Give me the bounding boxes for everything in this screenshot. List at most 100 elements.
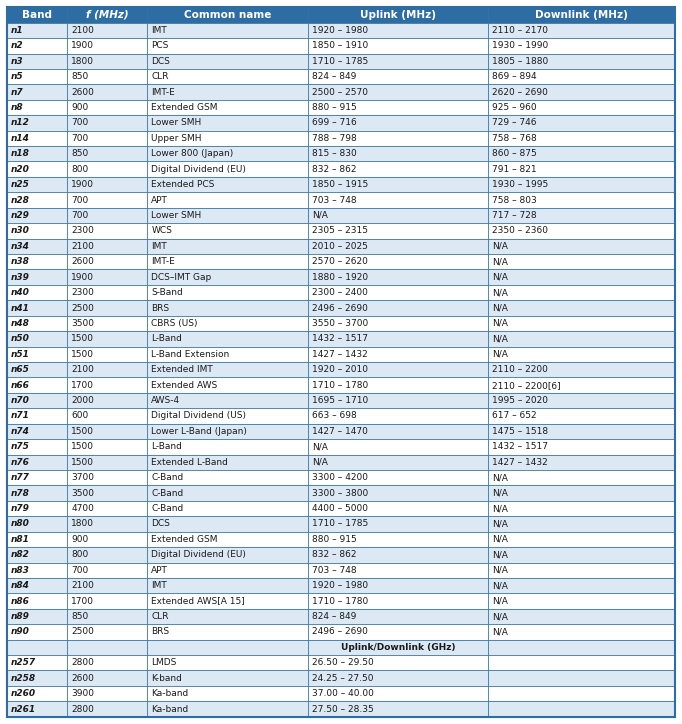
- Text: n29: n29: [11, 211, 30, 220]
- FancyBboxPatch shape: [308, 285, 488, 300]
- Text: 1710 – 1785: 1710 – 1785: [312, 56, 368, 66]
- Text: 758 – 768: 758 – 768: [492, 134, 537, 143]
- FancyBboxPatch shape: [488, 424, 675, 439]
- FancyBboxPatch shape: [308, 316, 488, 331]
- FancyBboxPatch shape: [147, 254, 308, 269]
- FancyBboxPatch shape: [488, 85, 675, 100]
- FancyBboxPatch shape: [488, 377, 675, 393]
- Text: CLR: CLR: [151, 612, 168, 621]
- FancyBboxPatch shape: [147, 470, 308, 485]
- FancyBboxPatch shape: [7, 362, 67, 377]
- Text: n258: n258: [11, 674, 36, 683]
- FancyBboxPatch shape: [7, 161, 67, 177]
- Text: N/A: N/A: [492, 334, 508, 343]
- Text: n75: n75: [11, 442, 30, 451]
- Text: n12: n12: [11, 119, 30, 127]
- Text: 700: 700: [71, 195, 88, 205]
- FancyBboxPatch shape: [67, 516, 147, 531]
- FancyBboxPatch shape: [7, 100, 67, 115]
- Text: 26.50 – 29.50: 26.50 – 29.50: [312, 658, 374, 668]
- Text: LMDS: LMDS: [151, 658, 177, 668]
- Text: IMT: IMT: [151, 581, 167, 590]
- Text: N/A: N/A: [492, 242, 508, 251]
- FancyBboxPatch shape: [7, 54, 67, 69]
- FancyBboxPatch shape: [67, 639, 147, 655]
- Text: 1710 – 1780: 1710 – 1780: [312, 597, 368, 605]
- Text: 2620 – 2690: 2620 – 2690: [492, 88, 548, 96]
- Text: 2110 – 2200: 2110 – 2200: [492, 365, 548, 374]
- Text: N/A: N/A: [492, 257, 508, 266]
- Text: n77: n77: [11, 473, 30, 482]
- FancyBboxPatch shape: [488, 130, 675, 146]
- FancyBboxPatch shape: [7, 470, 67, 485]
- Text: N/A: N/A: [492, 581, 508, 590]
- Text: Uplink (MHz): Uplink (MHz): [360, 10, 436, 20]
- FancyBboxPatch shape: [147, 100, 308, 115]
- FancyBboxPatch shape: [308, 516, 488, 531]
- Text: 2800: 2800: [71, 704, 94, 714]
- FancyBboxPatch shape: [308, 22, 488, 38]
- Text: n257: n257: [11, 658, 36, 668]
- Text: 2300 – 2400: 2300 – 2400: [312, 288, 368, 297]
- FancyBboxPatch shape: [7, 578, 67, 594]
- Text: S-Band: S-Band: [151, 288, 183, 297]
- FancyBboxPatch shape: [147, 686, 308, 702]
- FancyBboxPatch shape: [308, 639, 488, 655]
- Text: APT: APT: [151, 195, 168, 205]
- Text: WCS: WCS: [151, 227, 172, 235]
- FancyBboxPatch shape: [308, 100, 488, 115]
- FancyBboxPatch shape: [308, 624, 488, 639]
- Text: 2305 – 2315: 2305 – 2315: [312, 227, 368, 235]
- Text: N/A: N/A: [492, 550, 508, 560]
- FancyBboxPatch shape: [147, 208, 308, 223]
- Text: n70: n70: [11, 396, 30, 405]
- FancyBboxPatch shape: [488, 439, 675, 455]
- Text: 824 – 849: 824 – 849: [312, 72, 356, 81]
- FancyBboxPatch shape: [308, 501, 488, 516]
- Text: 800: 800: [71, 550, 88, 560]
- Text: 1880 – 1920: 1880 – 1920: [312, 273, 368, 282]
- FancyBboxPatch shape: [7, 254, 67, 269]
- FancyBboxPatch shape: [67, 655, 147, 670]
- Text: N/A: N/A: [492, 288, 508, 297]
- FancyBboxPatch shape: [308, 85, 488, 100]
- FancyBboxPatch shape: [147, 362, 308, 377]
- Text: n2: n2: [11, 41, 24, 50]
- Text: N/A: N/A: [312, 458, 327, 467]
- FancyBboxPatch shape: [7, 239, 67, 254]
- FancyBboxPatch shape: [67, 100, 147, 115]
- FancyBboxPatch shape: [488, 254, 675, 269]
- FancyBboxPatch shape: [147, 516, 308, 531]
- Text: 860 – 875: 860 – 875: [492, 149, 537, 159]
- FancyBboxPatch shape: [67, 485, 147, 501]
- FancyBboxPatch shape: [147, 501, 308, 516]
- FancyBboxPatch shape: [147, 161, 308, 177]
- Text: 1805 – 1880: 1805 – 1880: [492, 56, 548, 66]
- FancyBboxPatch shape: [147, 54, 308, 69]
- Text: N/A: N/A: [492, 628, 508, 636]
- FancyBboxPatch shape: [67, 501, 147, 516]
- FancyBboxPatch shape: [488, 362, 675, 377]
- FancyBboxPatch shape: [67, 193, 147, 208]
- Text: n34: n34: [11, 242, 30, 251]
- FancyBboxPatch shape: [67, 531, 147, 547]
- Text: N/A: N/A: [492, 597, 508, 605]
- Text: Extended AWS[A 15]: Extended AWS[A 15]: [151, 597, 245, 605]
- Text: K-band: K-band: [151, 674, 182, 683]
- FancyBboxPatch shape: [488, 161, 675, 177]
- Text: 3500: 3500: [71, 489, 94, 497]
- Text: 2800: 2800: [71, 658, 94, 668]
- FancyBboxPatch shape: [147, 624, 308, 639]
- Text: 2600: 2600: [71, 674, 94, 683]
- Text: N/A: N/A: [492, 319, 508, 328]
- Text: n89: n89: [11, 612, 30, 621]
- Text: PCS: PCS: [151, 41, 168, 50]
- FancyBboxPatch shape: [488, 208, 675, 223]
- Text: N/A: N/A: [492, 473, 508, 482]
- FancyBboxPatch shape: [308, 54, 488, 69]
- FancyBboxPatch shape: [7, 686, 67, 702]
- Text: Extended GSM: Extended GSM: [151, 103, 218, 112]
- Text: Uplink/Downlink (GHz): Uplink/Downlink (GHz): [340, 643, 455, 652]
- FancyBboxPatch shape: [7, 331, 67, 347]
- Text: 788 – 798: 788 – 798: [312, 134, 357, 143]
